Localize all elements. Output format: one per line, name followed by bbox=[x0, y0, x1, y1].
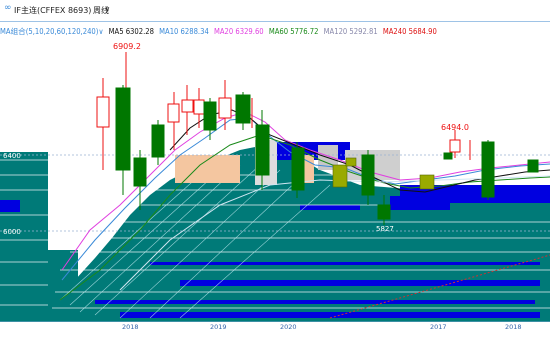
date-label-2: 2019 bbox=[210, 323, 227, 331]
ma60-value: MA60 5776.72 bbox=[268, 27, 319, 36]
toolbar-divider bbox=[0, 21, 550, 22]
price-label-6400: 6400 bbox=[3, 152, 21, 160]
ma240-value: MA240 5684.90 bbox=[382, 27, 437, 36]
ma120-line bbox=[119, 175, 550, 291]
ma60-line bbox=[59, 134, 550, 301]
ma10-value: MA10 6288.34 bbox=[159, 27, 209, 36]
ma120-value: MA120 5292.81 bbox=[323, 27, 378, 36]
ma20-value: MA20 6329.60 bbox=[213, 27, 264, 36]
annotations: 6909.2 6494.0 5827 bbox=[113, 42, 469, 233]
ma-group-selector[interactable]: MA组合(5,10,20,60,120,240) bbox=[0, 27, 99, 36]
ma5-value: MA5 6302.28 bbox=[108, 27, 154, 36]
kline-chart[interactable]: 6400 6000 6909.2 6494.0 5827 2018 2019 2… bbox=[0, 22, 550, 340]
chevron-down-icon[interactable]: ∨ bbox=[98, 27, 104, 36]
date-label-4: 2017 bbox=[430, 323, 447, 331]
chevron-down-icon[interactable]: ∨ bbox=[105, 5, 111, 13]
ma10-line bbox=[61, 117, 550, 281]
link-icon[interactable]: ∞ bbox=[4, 3, 12, 13]
low-label-1: 5827 bbox=[376, 225, 394, 233]
high-label-2: 6494.0 bbox=[441, 123, 469, 132]
price-axis: 6400 6000 bbox=[3, 152, 21, 236]
date-label-5: 2018 bbox=[505, 323, 522, 331]
ma-indicator-bar: MA组合(5,10,20,60,120,240)∨ MA5 6302.28 MA… bbox=[0, 26, 440, 37]
background-bands bbox=[0, 140, 550, 332]
high-label-1: 6909.2 bbox=[113, 42, 141, 51]
candles bbox=[96, 55, 539, 225]
ma20-line bbox=[61, 111, 550, 271]
price-label-6000: 6000 bbox=[3, 228, 21, 236]
symbol-selector[interactable]: IF主连(CFFEX 8693) bbox=[14, 6, 92, 15]
period-selector[interactable]: 周线 bbox=[93, 6, 109, 15]
date-axis: 2018 2019 2020 2017 2018 bbox=[0, 322, 550, 332]
date-label-1: 2018 bbox=[122, 323, 139, 331]
toolbar: ∞ IF主连(CFFEX 8693) 周线 ∨ bbox=[0, 0, 550, 21]
date-label-3: 2020 bbox=[280, 323, 297, 331]
